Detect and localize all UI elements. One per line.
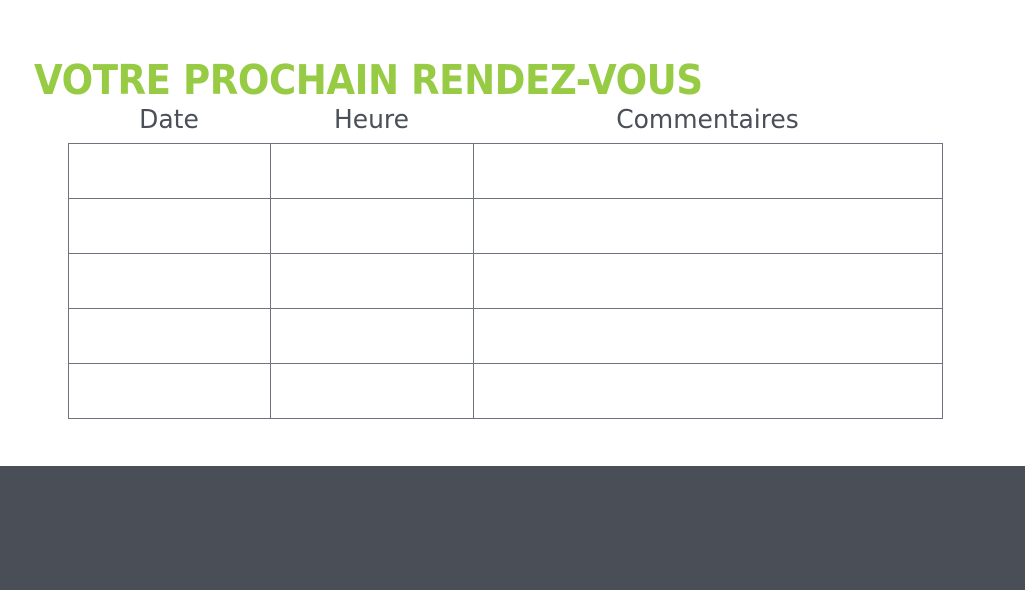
page-title: VOTRE PROCHAIN RENDEZ-VOUS [34,56,703,105]
cell-commentaires-text [474,254,942,280]
cell-date[interactable] [68,308,271,364]
cell-heure-text [271,364,473,390]
cell-heure[interactable] [270,363,474,419]
column-header-commentaires: Commentaires [616,105,799,135]
cell-commentaires[interactable] [473,308,943,364]
cell-date[interactable] [68,143,271,199]
cell-commentaires[interactable] [473,198,943,254]
column-header-heure: Heure [333,105,409,135]
cell-heure-text [271,309,473,335]
appointment-table [68,143,943,419]
cell-heure-text [271,144,473,170]
cell-date[interactable] [68,198,271,254]
table-row [68,308,943,364]
cell-heure[interactable] [270,253,474,309]
table-column-headers: Date Heure Commentaires [68,100,942,140]
cell-heure[interactable] [270,198,474,254]
cell-heure-text [271,199,473,225]
column-header-date: Date [139,105,199,135]
cell-date-text [69,199,270,225]
cell-commentaires[interactable] [473,253,943,309]
cell-commentaires[interactable] [473,363,943,419]
cell-date-text [69,309,270,335]
table-row [68,253,943,309]
cell-date[interactable] [68,253,271,309]
cell-commentaires[interactable] [473,143,943,199]
cell-date-text [69,364,270,390]
footer-band [0,466,1025,590]
table-row [68,143,943,199]
cell-heure-text [271,254,473,280]
cell-heure[interactable] [270,143,474,199]
cell-commentaires-text [474,144,942,170]
cell-commentaires-text [474,199,942,225]
cell-commentaires-text [474,364,942,390]
cell-date-text [69,144,270,170]
appointment-table-body [68,143,943,419]
cell-heure[interactable] [270,308,474,364]
cell-date-text [69,254,270,280]
cell-commentaires-text [474,309,942,335]
table-row [68,363,943,419]
table-row [68,198,943,254]
cell-date[interactable] [68,363,271,419]
